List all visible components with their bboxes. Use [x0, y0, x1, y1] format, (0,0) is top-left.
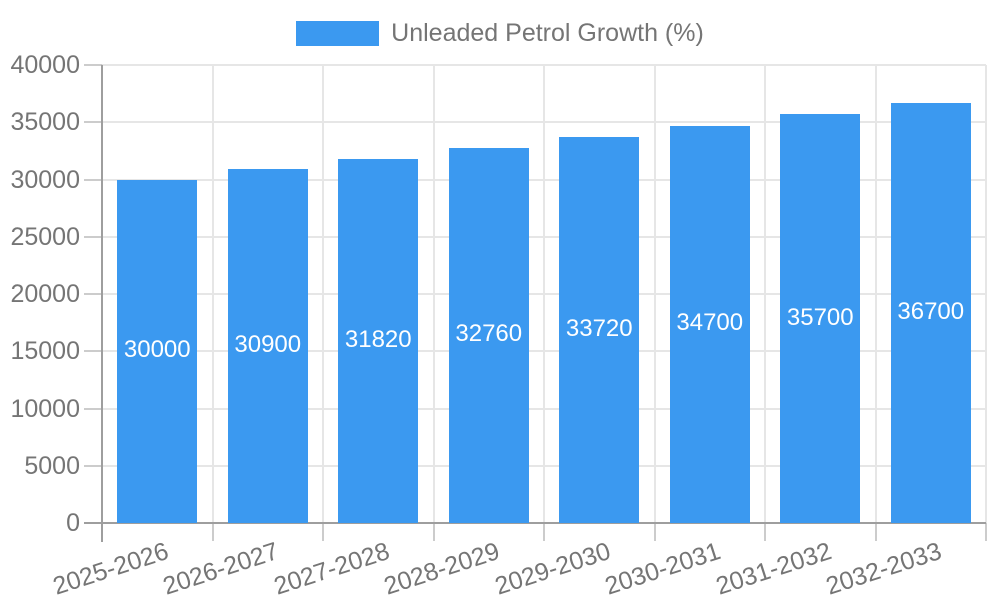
- legend-swatch: [296, 21, 380, 46]
- x-tick-mark: [764, 523, 766, 541]
- v-gridline: [653, 65, 656, 523]
- bar[interactable]: [448, 147, 529, 523]
- x-tick-mark: [874, 523, 877, 541]
- bar-value-label: 30900: [234, 331, 302, 359]
- y-axis-line: [101, 65, 103, 542]
- x-tick-mark: [985, 523, 987, 541]
- bar[interactable]: [117, 179, 198, 523]
- chart-legend: Unleaded Petrol Growth (%): [0, 19, 1000, 48]
- y-tick-mark: [84, 293, 102, 295]
- bar-value-label: 32760: [455, 320, 523, 348]
- x-tick-mark: [432, 523, 435, 541]
- x-tick-label: 2028-2029: [380, 537, 504, 600]
- bar-value-label: 36700: [897, 297, 965, 325]
- x-tick-mark: [653, 523, 656, 541]
- x-tick-mark: [211, 523, 214, 541]
- x-tick-mark: [543, 523, 545, 541]
- y-tick-label: 40000: [10, 51, 80, 79]
- y-tick-mark: [84, 235, 102, 238]
- bar-value-label: 33720: [565, 314, 633, 342]
- v-gridline: [432, 65, 435, 523]
- y-tick-mark: [84, 407, 102, 410]
- bar[interactable]: [338, 158, 419, 523]
- y-tick-mark: [84, 121, 102, 124]
- y-tick-label: 10000: [10, 394, 80, 423]
- x-axis-line: [84, 522, 986, 524]
- v-gridline: [764, 65, 766, 523]
- legend-label: Unleaded Petrol Growth (%): [391, 19, 704, 47]
- bar-value-label: 35700: [786, 303, 854, 331]
- v-gridline: [211, 65, 214, 523]
- bar-value-label: 31820: [344, 325, 412, 353]
- bar[interactable]: [669, 125, 750, 523]
- bar[interactable]: [227, 169, 308, 523]
- bar-value-label: 30000: [123, 336, 191, 364]
- bar[interactable]: [559, 136, 640, 523]
- bar-value-label: 34700: [676, 309, 744, 337]
- x-tick-mark: [322, 523, 324, 541]
- y-tick-label: 30000: [10, 165, 80, 194]
- x-tick-label: 2027-2028: [270, 537, 393, 600]
- x-tick-label: 2031-2032: [712, 537, 835, 600]
- x-tick-label: 2026-2027: [159, 537, 283, 600]
- v-gridline: [543, 65, 545, 523]
- v-gridline: [874, 65, 877, 523]
- x-tick-label: 2032-2033: [822, 537, 946, 600]
- bar[interactable]: [890, 102, 971, 523]
- x-tick-label: 2030-2031: [601, 537, 725, 600]
- y-tick-label: 35000: [10, 108, 80, 137]
- y-tick-mark: [84, 464, 102, 467]
- y-tick-label: 5000: [24, 451, 80, 480]
- y-tick-mark: [84, 178, 102, 181]
- y-tick-label: 25000: [10, 222, 80, 251]
- y-tick-label: 20000: [10, 280, 80, 308]
- v-gridline: [322, 65, 324, 523]
- v-gridline: [985, 65, 987, 523]
- y-tick-mark: [84, 64, 102, 66]
- y-tick-label: 15000: [10, 337, 80, 366]
- x-tick-label: 2025-2026: [49, 537, 172, 600]
- y-tick-mark: [84, 350, 102, 353]
- x-tick-label: 2029-2030: [491, 537, 614, 600]
- y-tick-label: 0: [66, 509, 80, 537]
- bar[interactable]: [780, 114, 861, 523]
